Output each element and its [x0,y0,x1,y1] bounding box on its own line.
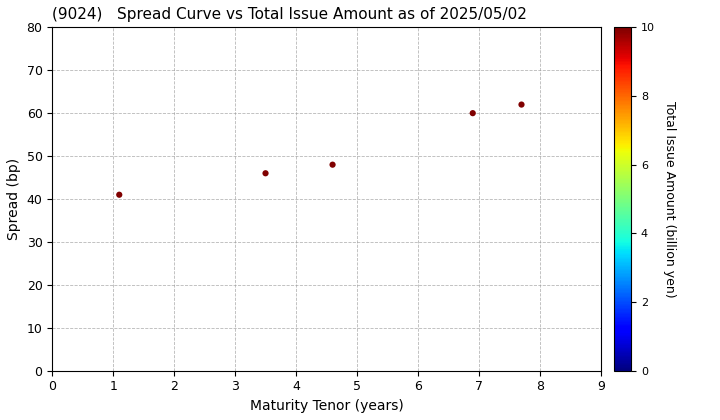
X-axis label: Maturity Tenor (years): Maturity Tenor (years) [250,399,403,413]
Text: (9024)   Spread Curve vs Total Issue Amount as of 2025/05/02: (9024) Spread Curve vs Total Issue Amoun… [53,7,527,22]
Y-axis label: Total Issue Amount (billion yen): Total Issue Amount (billion yen) [662,101,675,297]
Point [114,192,125,198]
Point [260,170,271,177]
Y-axis label: Spread (bp): Spread (bp) [7,158,21,240]
Point [516,101,527,108]
Point [467,110,479,116]
Point [327,161,338,168]
